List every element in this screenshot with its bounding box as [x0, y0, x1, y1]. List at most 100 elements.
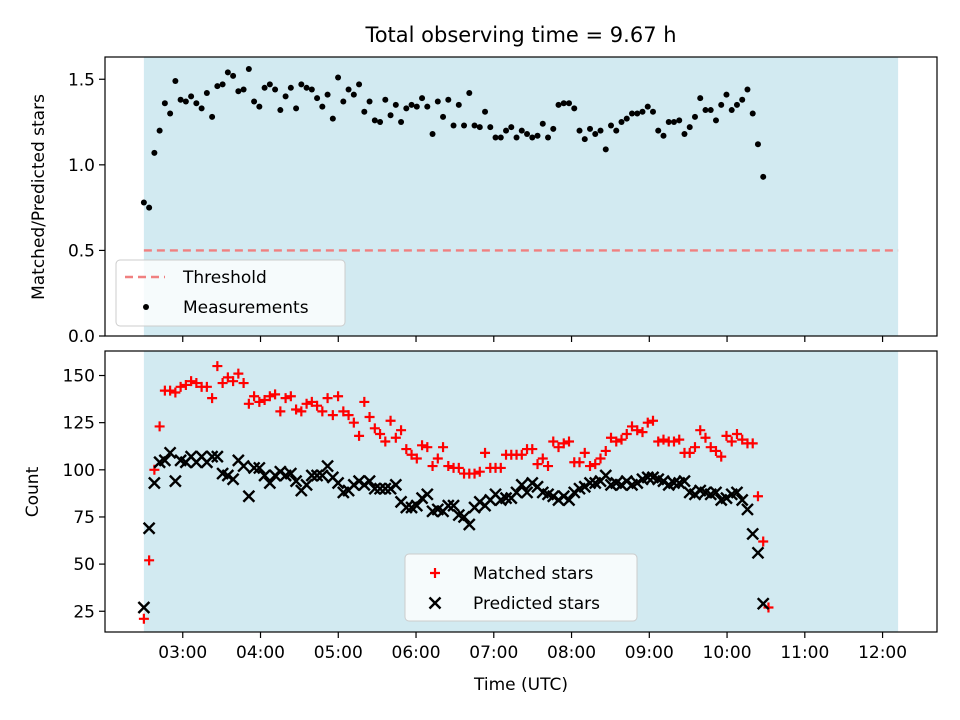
- measurement-point: [524, 131, 531, 138]
- measurement-point: [377, 119, 384, 126]
- legend-predicted-label: Predicted stars: [473, 594, 600, 614]
- measurement-point: [697, 95, 704, 102]
- matched-point: [758, 536, 769, 547]
- matched-point: [301, 398, 312, 409]
- matched-point: [144, 555, 155, 566]
- matched-point: [191, 378, 202, 389]
- matched-point: [422, 442, 433, 453]
- matched-point: [354, 430, 365, 441]
- measurement-point: [702, 107, 709, 114]
- measurement-point: [203, 89, 210, 96]
- predicted-point: [457, 510, 471, 524]
- measurement-point: [350, 91, 357, 98]
- measurement-points: [140, 65, 767, 211]
- bottom-y-tick-label: 125: [63, 414, 95, 434]
- predicted-point: [420, 487, 434, 501]
- matched-point: [343, 410, 354, 421]
- matched-point: [574, 457, 585, 468]
- matched-point: [700, 432, 711, 443]
- measurement-point: [597, 127, 604, 134]
- matched-point: [296, 406, 307, 417]
- matched-point: [348, 417, 359, 428]
- legend-measurement-swatch: [143, 304, 149, 310]
- matched-point: [249, 391, 260, 402]
- predicted-point: [410, 499, 424, 512]
- matched-point: [175, 381, 186, 392]
- measurement-point: [198, 105, 205, 112]
- measurement-point: [487, 124, 494, 131]
- top-legend-box: [115, 259, 346, 327]
- matched-point: [731, 428, 742, 439]
- measurement-point: [455, 101, 462, 108]
- matched-point: [401, 444, 412, 455]
- measurement-point: [329, 115, 336, 122]
- measurement-point: [529, 134, 536, 141]
- matched-point: [275, 406, 286, 417]
- measurement-point: [639, 108, 646, 115]
- matched-point: [689, 442, 700, 453]
- measurement-point: [335, 74, 342, 81]
- measurement-point: [188, 93, 195, 100]
- measurement-point: [497, 134, 504, 141]
- measurement-point: [256, 103, 263, 110]
- measurement-point: [266, 81, 273, 88]
- legend-threshold-label: Threshold: [182, 268, 267, 288]
- top-legend: Threshold Measurements: [115, 259, 346, 327]
- bottom-axes-frame: [104, 350, 938, 633]
- matched-point: [443, 461, 454, 472]
- top-axes-frame: [104, 56, 938, 337]
- measurement-point: [613, 127, 620, 134]
- matched-point: [312, 400, 323, 411]
- predicted-point: [735, 493, 749, 507]
- measurement-point: [482, 108, 489, 115]
- measurement-point: [408, 101, 415, 108]
- predicted-point: [520, 486, 534, 499]
- matched-point: [532, 459, 543, 470]
- predicted-point: [300, 478, 313, 492]
- predicted-point: [205, 450, 219, 463]
- measurement-point: [398, 119, 405, 126]
- predicted-points: [137, 446, 770, 614]
- measurement-point: [214, 83, 221, 90]
- measurement-point: [754, 141, 761, 148]
- matched-point: [637, 427, 648, 438]
- predicted-point: [599, 469, 613, 482]
- matched-point: [558, 438, 569, 449]
- predicted-point: [368, 482, 382, 496]
- matched-point: [238, 378, 249, 389]
- measurement-point: [413, 103, 420, 110]
- measurement-point: [298, 81, 305, 88]
- legend-matched-swatch: [430, 568, 440, 578]
- measurement-point: [193, 100, 200, 107]
- measurement-point: [571, 105, 578, 112]
- measurement-point: [424, 103, 431, 110]
- measurement-point: [492, 134, 499, 141]
- matched-point: [585, 461, 596, 472]
- measurement-point: [219, 81, 226, 88]
- predicted-point: [746, 527, 760, 541]
- matched-point: [270, 389, 281, 400]
- matched-point: [264, 391, 275, 402]
- matched-point: [606, 432, 617, 443]
- measurement-point: [235, 88, 242, 95]
- predicted-point: [562, 493, 576, 507]
- measurement-point: [655, 127, 662, 134]
- x-tick-label: 05:00: [314, 643, 363, 663]
- predicted-point: [242, 489, 256, 503]
- measurement-point: [146, 204, 153, 211]
- matched-point: [438, 442, 449, 453]
- measurement-point: [508, 124, 515, 131]
- matched-point: [537, 453, 548, 464]
- predicted-point: [284, 467, 298, 480]
- predicted-point: [515, 478, 529, 492]
- predicted-point: [310, 469, 324, 482]
- predicted-point: [751, 546, 765, 560]
- measurement-point: [602, 146, 609, 153]
- matched-point: [658, 434, 669, 445]
- measurement-point: [592, 131, 599, 138]
- measurement-point: [744, 86, 751, 93]
- measurement-point: [681, 131, 688, 138]
- measurement-point: [324, 91, 331, 98]
- measurement-point: [167, 110, 174, 117]
- predicted-point: [447, 499, 460, 512]
